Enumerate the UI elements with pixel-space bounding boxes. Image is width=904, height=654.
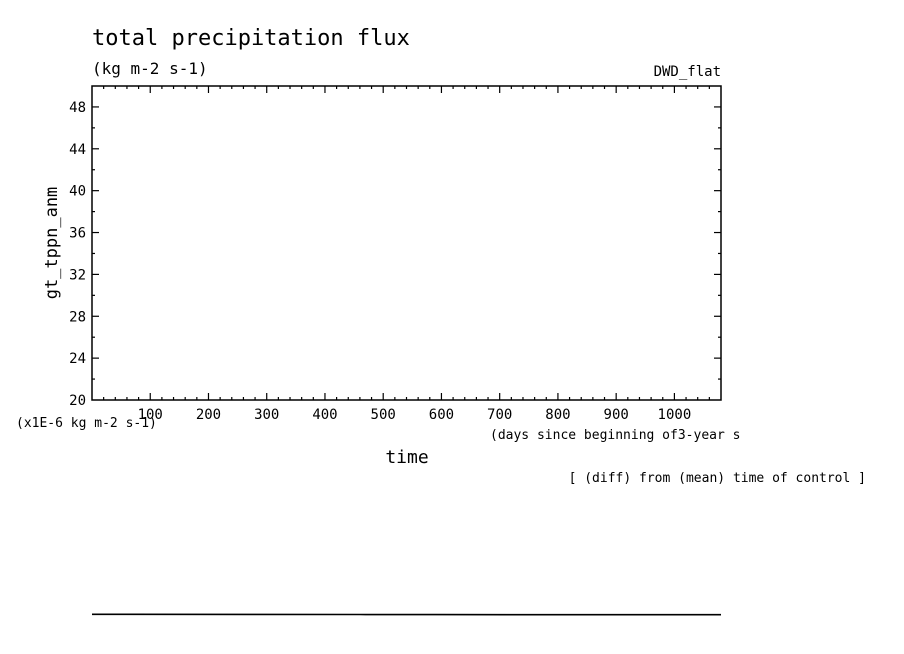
axis-ticks: 100 200 300 400 500 600 700 800 900 1000 20 24 28 32 3… — [69, 86, 721, 423]
y-tick-label: 24 — [69, 351, 86, 367]
footnote: [ (diff) from (mean) time of control ] — [569, 471, 866, 486]
y-tick-label: 32 — [69, 267, 86, 283]
x-tick-label: 1000 — [658, 407, 692, 423]
chart-title: total precipitation flux — [92, 26, 410, 51]
y-tick-label: 40 — [69, 184, 86, 200]
x-tick-label: 400 — [312, 407, 337, 423]
x-tick-label: 800 — [545, 407, 570, 423]
x-tick-label: 600 — [429, 407, 454, 423]
x-tick-label: 100 — [138, 407, 163, 423]
run-label: DWD_flat — [654, 64, 721, 80]
chart-subtitle: (kg m-2 s-1) — [92, 59, 208, 78]
y-axis-label: gt_tppn_anm — [42, 187, 62, 300]
y-scale-note: (x1E-6 kg m-2 s-1) — [16, 416, 157, 431]
x-tick-label: 500 — [371, 407, 396, 423]
y-tick-label: 20 — [69, 393, 86, 409]
x-units-label: (days since beginning of3-year s — [490, 428, 740, 443]
y-tick-label: 48 — [69, 100, 86, 116]
y-tick-label: 28 — [69, 309, 86, 325]
x-tick-label: 300 — [254, 407, 279, 423]
plot-frame — [91, 85, 722, 401]
y-tick-label: 36 — [69, 226, 86, 242]
x-tick-label: 200 — [196, 407, 221, 423]
x-axis-label: time — [385, 447, 428, 468]
x-tick-label: 900 — [604, 407, 629, 423]
x-tick-label: 700 — [487, 407, 512, 423]
y-tick-label: 44 — [69, 142, 86, 158]
